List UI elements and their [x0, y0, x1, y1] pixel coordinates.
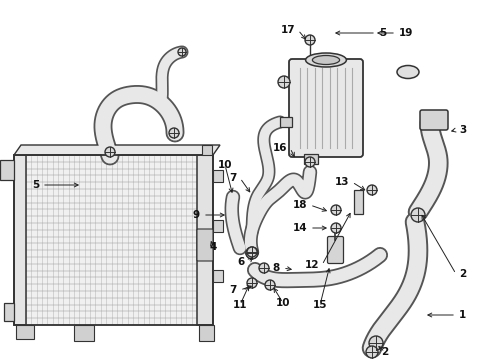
Text: 9: 9 [193, 210, 200, 220]
Text: 15: 15 [313, 300, 327, 310]
Circle shape [331, 223, 341, 233]
Bar [197, 155, 213, 325]
Bar [202, 145, 212, 155]
Text: 11: 11 [233, 300, 247, 310]
Circle shape [178, 48, 186, 56]
Polygon shape [26, 155, 197, 325]
Bar [16, 325, 34, 339]
Circle shape [247, 247, 257, 257]
Text: 3: 3 [459, 125, 466, 135]
Bar [213, 220, 223, 232]
Ellipse shape [313, 55, 340, 64]
Text: 5: 5 [32, 180, 39, 190]
Text: 6: 6 [238, 257, 245, 267]
FancyBboxPatch shape [327, 237, 343, 264]
Bar [199, 325, 214, 341]
Text: 19: 19 [399, 28, 414, 38]
Bar [74, 325, 94, 341]
Ellipse shape [397, 66, 419, 78]
Text: 14: 14 [293, 223, 307, 233]
Bar [0, 160, 14, 180]
Text: 18: 18 [293, 200, 307, 210]
Text: 2: 2 [381, 347, 389, 357]
FancyBboxPatch shape [420, 110, 448, 130]
Text: 7: 7 [230, 173, 237, 183]
Text: 5: 5 [379, 28, 386, 38]
Circle shape [278, 76, 290, 88]
Ellipse shape [306, 53, 346, 67]
Text: 13: 13 [335, 177, 349, 187]
Circle shape [367, 185, 377, 195]
Bar [14, 155, 26, 325]
Bar [4, 303, 14, 321]
Text: 12: 12 [304, 260, 319, 270]
Circle shape [305, 157, 315, 167]
Circle shape [247, 278, 257, 288]
Bar [280, 117, 292, 127]
Text: 10: 10 [218, 160, 232, 170]
Circle shape [366, 346, 378, 358]
Text: 8: 8 [273, 263, 280, 273]
FancyBboxPatch shape [197, 229, 213, 261]
Circle shape [265, 280, 275, 290]
Circle shape [411, 208, 425, 222]
Circle shape [305, 35, 315, 45]
Polygon shape [14, 145, 220, 155]
Text: 7: 7 [230, 285, 237, 295]
Text: 2: 2 [459, 269, 466, 279]
Bar [213, 170, 223, 182]
Circle shape [169, 128, 179, 138]
Text: 17: 17 [280, 25, 295, 35]
Text: 10: 10 [276, 298, 290, 308]
Bar [213, 270, 223, 282]
Bar [304, 154, 318, 164]
Text: 1: 1 [459, 310, 466, 320]
Text: 4: 4 [209, 242, 217, 252]
Circle shape [331, 205, 341, 215]
Circle shape [105, 147, 115, 157]
Circle shape [369, 336, 383, 350]
Text: 16: 16 [272, 143, 287, 153]
Circle shape [259, 263, 269, 273]
Circle shape [246, 247, 258, 259]
Bar [354, 190, 363, 214]
FancyBboxPatch shape [289, 59, 363, 157]
